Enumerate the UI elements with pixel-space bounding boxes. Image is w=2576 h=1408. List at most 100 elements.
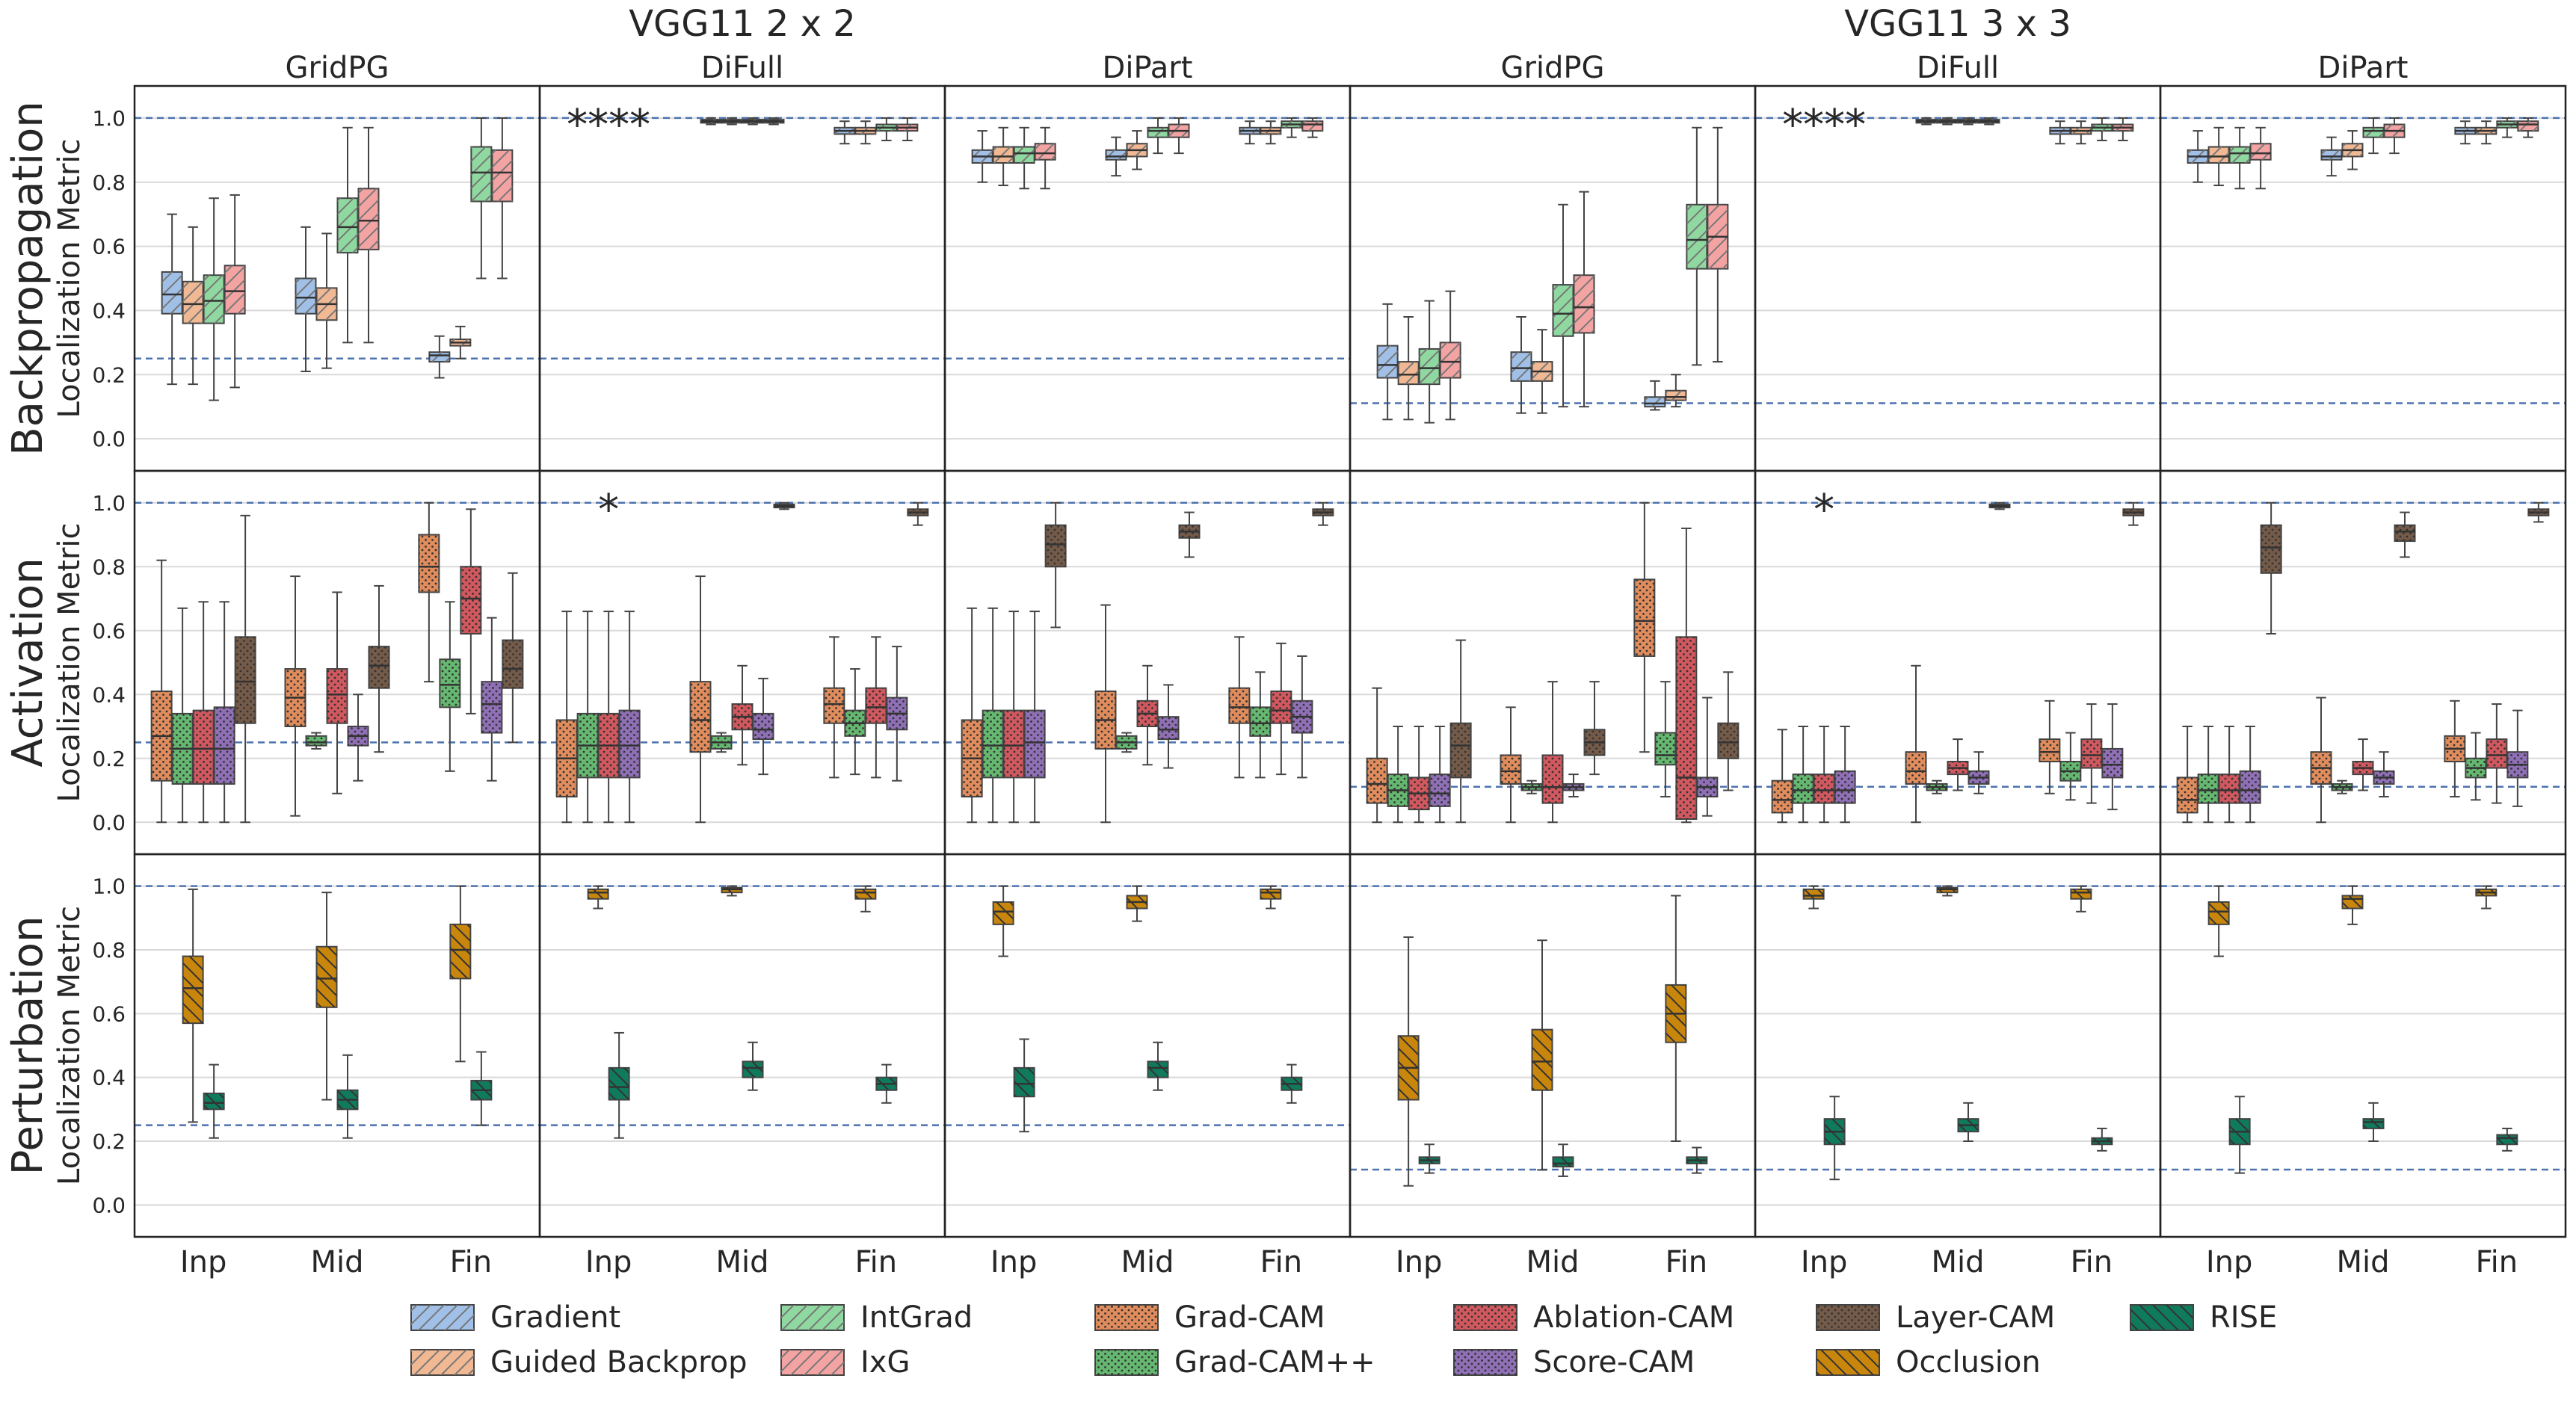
box-ablation-cam bbox=[1002, 611, 1025, 824]
y-tick-label: 0.6 bbox=[92, 235, 126, 259]
box-hatch bbox=[1905, 752, 1926, 784]
box-grad-cam bbox=[2444, 700, 2466, 798]
box-layer-cam bbox=[2122, 501, 2145, 526]
x-tick-label: Mid bbox=[2336, 1245, 2389, 1279]
box-hatch bbox=[1553, 1157, 1574, 1167]
y-axis-label: Localization Metric bbox=[52, 906, 87, 1185]
box-ixg bbox=[1034, 126, 1056, 190]
row-label: Backpropagation bbox=[4, 101, 52, 456]
box-layer-cam bbox=[1988, 501, 2011, 510]
box-occlusion bbox=[449, 885, 472, 1063]
box-ablation-cam bbox=[1270, 642, 1292, 776]
box-hatch bbox=[1718, 723, 1739, 759]
box-gradient bbox=[700, 117, 722, 126]
label-layer: VGG11 2 x 2 VGG11 3 x 3 GridPG DiFull DiPart… bbox=[4, 3, 2518, 1279]
box-score-cam bbox=[1696, 697, 1719, 817]
box-layer-cam bbox=[368, 584, 390, 753]
box-ixg bbox=[1978, 117, 2000, 126]
box-hatch bbox=[1366, 758, 1387, 803]
column-title: GridPG bbox=[285, 51, 389, 85]
box-hatch bbox=[460, 566, 481, 634]
legend-swatch-hatch bbox=[411, 1305, 474, 1330]
box-intgrad bbox=[2091, 117, 2113, 141]
box-ixg bbox=[762, 117, 785, 126]
significance-annotation: **** bbox=[567, 101, 650, 149]
box-gradient bbox=[428, 335, 451, 379]
box-rise bbox=[608, 1031, 630, 1139]
box-guided-backprop bbox=[2070, 120, 2092, 145]
box-intgrad bbox=[875, 117, 898, 141]
box-ablation-cam bbox=[1947, 738, 1969, 791]
box-intgrad bbox=[742, 117, 764, 126]
box-gradient bbox=[1644, 380, 1666, 411]
box-hatch bbox=[2177, 777, 2198, 813]
box-score-cam bbox=[481, 617, 503, 782]
box-hatch bbox=[1158, 717, 1179, 740]
box-intgrad bbox=[203, 197, 225, 401]
box-occlusion bbox=[1531, 939, 1553, 1171]
box-occlusion bbox=[2475, 885, 2498, 910]
x-tick-label: Fin bbox=[855, 1245, 898, 1279]
box-hatch bbox=[1035, 143, 1056, 160]
box-rise bbox=[2496, 1127, 2518, 1152]
box-guided-backprop bbox=[2207, 126, 2230, 187]
x-tick-label: Inp bbox=[180, 1245, 227, 1279]
box-hatch bbox=[2071, 889, 2092, 899]
box-hatch bbox=[492, 149, 513, 202]
box-rise bbox=[1686, 1146, 1708, 1174]
box-occlusion bbox=[182, 888, 204, 1123]
box-ablation-cam bbox=[192, 601, 215, 824]
box-intgrad bbox=[1686, 126, 1708, 366]
box-occlusion bbox=[1397, 936, 1420, 1187]
box-layer-cam bbox=[2527, 501, 2550, 523]
frame-layer bbox=[133, 84, 2567, 1238]
box-intgrad bbox=[2362, 117, 2385, 155]
box-guided-backprop bbox=[992, 126, 1014, 187]
legend-swatch-hatch bbox=[1817, 1305, 1879, 1330]
box-layer-cam bbox=[1312, 501, 1334, 526]
box-rise bbox=[470, 1051, 493, 1126]
box-intgrad bbox=[1281, 117, 1303, 138]
legend-label: Guided Backprop bbox=[490, 1345, 748, 1380]
box-gradient bbox=[1915, 117, 1938, 126]
box-hatch bbox=[753, 713, 774, 740]
box-hatch bbox=[2240, 771, 2261, 803]
box-score-cam bbox=[2373, 751, 2395, 798]
significance-annotation: * bbox=[1814, 486, 1834, 534]
box-hatch bbox=[1814, 774, 1834, 803]
box-score-cam bbox=[1834, 726, 1856, 824]
y-tick-label: 0.2 bbox=[92, 747, 126, 771]
x-tick-label: Fin bbox=[450, 1245, 493, 1279]
box-guided-backprop bbox=[1260, 120, 1282, 145]
box-grad-cam bbox=[1633, 501, 1656, 753]
box-hatch bbox=[1676, 637, 1697, 819]
box-ablation-cam bbox=[1675, 527, 1698, 824]
box-grad-cam bbox=[2039, 700, 2061, 794]
box-hatch bbox=[471, 146, 492, 202]
box-ixg bbox=[1707, 126, 1729, 363]
legend-swatch-hatch bbox=[411, 1350, 474, 1375]
box-ixg bbox=[2249, 126, 2272, 190]
box-grad-cam bbox=[418, 501, 440, 683]
box-hatch bbox=[1147, 1061, 1168, 1078]
box-hatch bbox=[429, 352, 450, 362]
column-title: DiPart bbox=[1103, 51, 1193, 85]
box-hatch bbox=[1666, 390, 1686, 401]
row-label: Perturbation bbox=[4, 916, 52, 1176]
box-rise bbox=[1281, 1063, 1303, 1104]
box-grad-cam bbox=[1500, 706, 1522, 824]
box-ixg bbox=[1573, 191, 1595, 408]
box-gradient bbox=[1510, 316, 1532, 414]
box-hatch bbox=[1302, 121, 1323, 132]
box-guided-backprop bbox=[1126, 130, 1148, 170]
x-tick-label: Mid bbox=[1121, 1245, 1174, 1279]
significance-annotation: **** bbox=[1782, 101, 1866, 149]
box-occlusion bbox=[2207, 885, 2230, 957]
y-tick-label: 1.0 bbox=[92, 874, 126, 899]
box-occlusion bbox=[721, 885, 743, 897]
box-ablation-cam bbox=[1136, 664, 1159, 766]
box-score-cam bbox=[1562, 774, 1585, 798]
y-tick-label: 0.2 bbox=[92, 1129, 126, 1154]
column-title: GridPG bbox=[1500, 51, 1604, 85]
